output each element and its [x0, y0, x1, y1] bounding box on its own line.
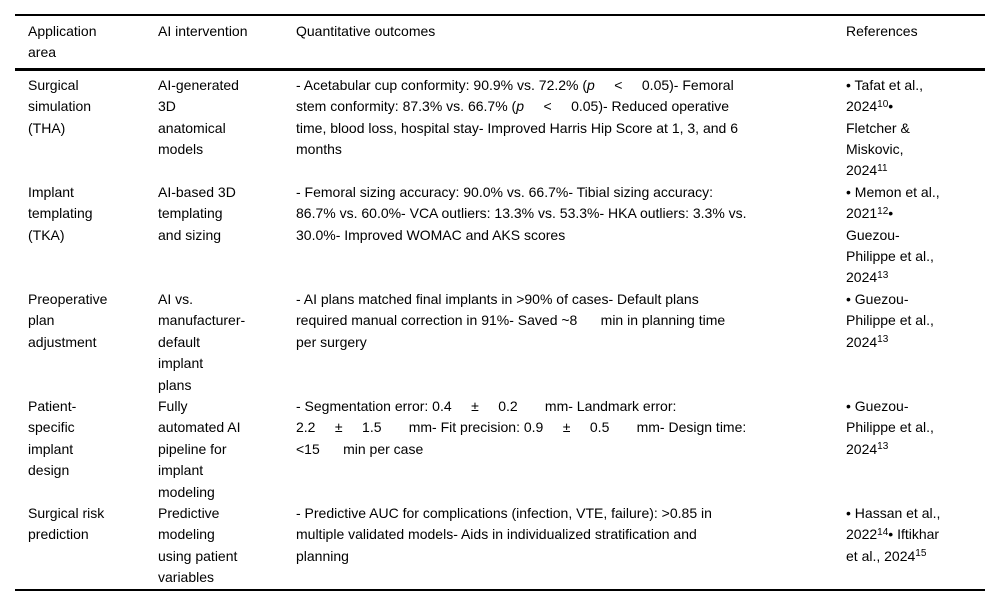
- cell-ai-intervention: Fully automated AI pipeline for implant …: [158, 397, 241, 500]
- table-row-patient-specific-implant: Patient- specific implant design Fully a…: [15, 396, 985, 503]
- cell-quantitative-outcomes: - Femoral sizing accuracy: 90.0% vs. 66.…: [296, 183, 747, 243]
- table-header-row: Application area AI intervention Quantit…: [15, 15, 985, 71]
- cell-quantitative-outcomes: - AI plans matched final implants in >90…: [296, 290, 726, 350]
- column-header-application-area: Application area: [15, 15, 145, 71]
- cell-quantitative-outcomes: - Acetabular cup conformity: 90.9% vs. 7…: [296, 76, 738, 158]
- cell-application-area: Patient- specific implant design: [28, 397, 77, 479]
- cell-references: • Guezou- Philippe et al., 202413: [846, 397, 934, 457]
- cell-ai-intervention: AI vs. manufacturer- default implant pla…: [158, 290, 246, 393]
- cell-quantitative-outcomes: - Predictive AUC for complications (infe…: [296, 504, 712, 564]
- table-row-implant-templating: Implant templating (TKA) AI-based 3D tem…: [15, 182, 985, 289]
- column-header-references: References: [833, 15, 985, 71]
- cell-application-area: Implant templating (TKA): [28, 183, 93, 243]
- cell-ai-intervention: AI-generated 3D anatomical models: [158, 76, 239, 158]
- column-header-quantitative-outcomes: Quantitative outcomes: [283, 15, 833, 71]
- cell-references: • Memon et al., 202112• Guezou- Philippe…: [846, 183, 940, 286]
- cell-application-area: Preoperative plan adjustment: [28, 290, 108, 350]
- cell-application-area: Surgical risk prediction: [28, 504, 105, 543]
- cell-references: • Guezou- Philippe et al., 202413: [846, 290, 934, 350]
- table-row-surgical-simulation: Surgical simulation (THA) AI-generated 3…: [15, 69, 985, 182]
- cell-ai-intervention: Predictive modeling using patient variab…: [158, 504, 238, 586]
- paper-page: Application area AI intervention Quantit…: [15, 14, 985, 591]
- table-row-surgical-risk-prediction: Surgical risk prediction Predictive mode…: [15, 503, 985, 590]
- ai-surgery-outcomes-table: Application area AI intervention Quantit…: [15, 14, 985, 591]
- column-header-ai-intervention: AI intervention: [145, 15, 283, 71]
- cell-ai-intervention: AI-based 3D templating and sizing: [158, 183, 236, 243]
- cell-references: • Tafat et al., 202410• Fletcher & Misko…: [846, 76, 924, 179]
- cell-application-area: Surgical simulation (THA): [28, 76, 92, 136]
- cell-references: • Hassan et al., 202214• Iftikhar et al.…: [846, 504, 941, 564]
- cell-quantitative-outcomes: - Segmentation error: 0.4 ± 0.2 mm- Land…: [296, 397, 747, 457]
- table-row-preoperative-plan: Preoperative plan adjustment AI vs. manu…: [15, 289, 985, 396]
